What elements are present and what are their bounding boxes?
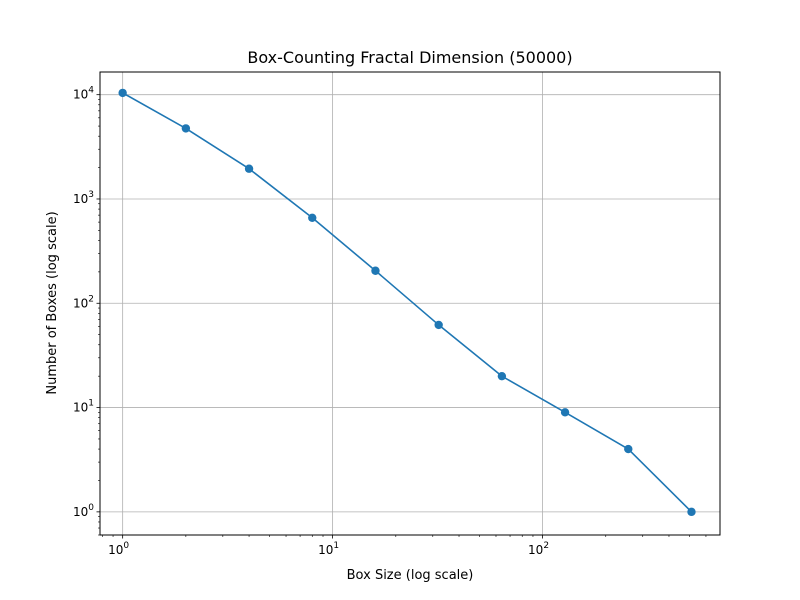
grid	[100, 72, 720, 535]
data-point	[371, 266, 380, 275]
y-tick-label-base: 10	[73, 401, 88, 415]
x-tick-label-base: 10	[528, 543, 543, 557]
series-line	[122, 92, 693, 513]
y-tick-label-exponent: 4	[88, 86, 94, 96]
x-tick-label-exponent: 2	[543, 541, 549, 551]
series	[118, 88, 696, 517]
y-tick-label-exponent: 0	[88, 503, 94, 513]
data-point	[118, 88, 127, 98]
y-tick-label: 103	[73, 190, 94, 206]
x-axis-label: Box Size (log scale)	[347, 568, 474, 583]
y-tick-label: 101	[73, 399, 94, 415]
data-point	[308, 213, 317, 222]
y-tick-label: 100	[73, 503, 94, 519]
y-tick-label-exponent: 2	[88, 294, 94, 304]
chart-title: Box-Counting Fractal Dimension (50000)	[247, 48, 572, 67]
data-point	[244, 164, 254, 173]
x-tick-label-exponent: 1	[333, 541, 339, 551]
x-tick-label: 100	[108, 541, 129, 557]
data-point	[624, 444, 633, 454]
x-tick-label-base: 10	[318, 543, 333, 557]
y-tick-label-exponent: 1	[88, 399, 94, 409]
data-point	[497, 371, 507, 381]
x-tick-label: 102	[528, 541, 549, 557]
data-point	[687, 507, 696, 517]
x-tick-label-base: 10	[108, 543, 123, 557]
y-tick-label: 102	[73, 294, 94, 310]
y-tick-label-base: 10	[73, 505, 88, 519]
y-axis-label: Number of Boxes (log scale)	[45, 211, 60, 394]
y-tick-label: 104	[73, 86, 94, 102]
data-point	[181, 124, 191, 133]
x-tick-label: 101	[318, 541, 339, 557]
data-point	[434, 320, 443, 330]
y-tick-label-base: 10	[73, 296, 88, 310]
data-point	[560, 408, 570, 417]
x-tick-label-exponent: 0	[123, 541, 129, 551]
y-tick-label-base: 10	[73, 192, 88, 206]
y-tick-label-base: 10	[73, 88, 88, 102]
y-tick-label-exponent: 3	[88, 190, 94, 200]
